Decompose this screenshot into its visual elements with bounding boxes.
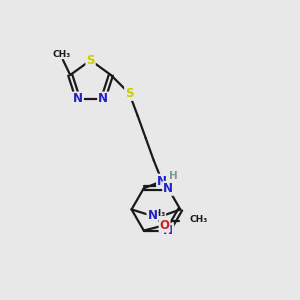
Text: N: N xyxy=(147,209,158,223)
Text: N: N xyxy=(98,92,108,106)
Text: S: S xyxy=(86,54,95,67)
Text: N: N xyxy=(157,175,167,188)
Text: CH₃: CH₃ xyxy=(52,50,70,59)
Text: S: S xyxy=(125,87,134,100)
Text: CH₃: CH₃ xyxy=(190,214,208,224)
Text: N: N xyxy=(163,182,173,195)
Text: O: O xyxy=(160,219,170,232)
Text: N: N xyxy=(163,224,173,237)
Text: H: H xyxy=(169,171,178,181)
Text: N: N xyxy=(73,92,83,106)
Text: CH₃: CH₃ xyxy=(147,209,166,218)
